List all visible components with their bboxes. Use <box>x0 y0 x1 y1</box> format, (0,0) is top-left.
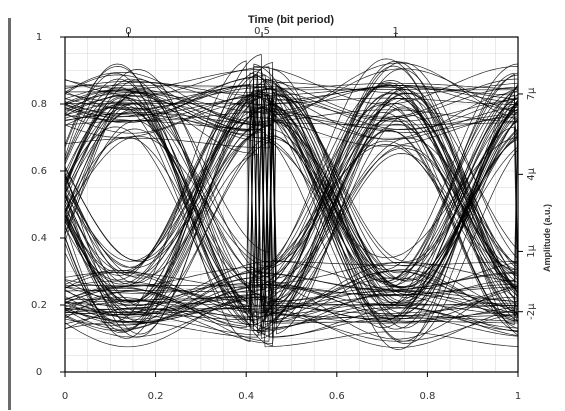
eye-trace <box>64 271 519 348</box>
eye-trace <box>64 84 518 122</box>
eye-trace <box>64 92 519 294</box>
eye-trace <box>64 284 519 322</box>
y-tick-label: 0.8 <box>31 99 47 110</box>
right-axis-title: Amplitude (a.u.) <box>542 204 552 272</box>
eye-trace <box>64 94 519 334</box>
eye-trace <box>64 128 519 298</box>
right-axis-ticks: 7μ 4μ 1μ -2μ <box>518 87 537 320</box>
eye-trace <box>64 293 519 348</box>
x-axis-ticks: 0 0.2 0.4 0.6 0.8 1 <box>62 372 521 402</box>
x-tick-label: 0.8 <box>419 391 435 402</box>
eye-trace <box>64 89 518 306</box>
eye-trace <box>64 78 519 350</box>
eye-trace <box>64 75 519 314</box>
eye-trace <box>64 89 519 282</box>
eye-trace <box>64 69 519 90</box>
eye-trace <box>64 106 519 266</box>
eye-trace <box>64 104 519 303</box>
eye-trace <box>64 102 519 259</box>
eye-trace <box>64 58 519 276</box>
x-tick-label: 0 <box>62 391 68 402</box>
eye-trace <box>64 82 519 110</box>
y-tick-label: 0.6 <box>31 166 47 177</box>
eye-trace <box>64 93 519 262</box>
top-axis-title: Time (bit period) <box>248 14 334 26</box>
top-tick-label: 0 <box>125 26 131 37</box>
y-tick-label: 1 <box>36 32 42 43</box>
x-tick-label: 0.4 <box>238 391 254 402</box>
eye-trace <box>64 61 519 269</box>
y-tick-label: 0.2 <box>31 300 47 311</box>
eye-trace <box>64 88 519 277</box>
eye-trace <box>64 54 519 323</box>
eye-trace <box>64 92 519 288</box>
eye-trace <box>64 77 518 126</box>
eye-trace <box>64 95 519 307</box>
eye-trace <box>64 97 519 340</box>
left-edge-bar <box>8 18 11 410</box>
eye-trace <box>64 60 519 322</box>
eye-trace <box>64 84 519 280</box>
y-axis-ticks: 0 0.2 0.4 0.6 0.8 1 <box>31 32 65 378</box>
right-tick-label: 7μ <box>526 87 537 100</box>
eye-trace <box>65 102 519 321</box>
top-tick-label: 1 <box>393 26 399 37</box>
eye-trace <box>64 94 519 291</box>
eye-trace <box>64 112 519 133</box>
eye-trace <box>64 98 519 332</box>
eye-trace <box>64 85 519 127</box>
eye-trace <box>64 266 519 320</box>
eye-trace <box>64 86 519 338</box>
eye-trace <box>64 69 519 268</box>
y-tick-label: 0.4 <box>31 233 47 244</box>
y-tick-label: 0 <box>36 367 42 378</box>
eye-trace <box>64 270 519 338</box>
plot-area-border <box>64 36 519 373</box>
eye-trace <box>64 68 519 329</box>
eye-trace <box>64 89 519 320</box>
eye-trace <box>64 89 518 131</box>
eye-trace <box>64 86 519 303</box>
eye-trace <box>64 277 519 310</box>
eye-trace <box>64 295 518 314</box>
eye-trace <box>64 285 519 331</box>
eye-trace <box>64 97 518 326</box>
x-tick-label: 1 <box>515 391 521 402</box>
eye-trace <box>64 144 519 312</box>
right-tick-label: -2μ <box>526 303 537 320</box>
eye-trace <box>64 121 519 342</box>
eye-trace <box>64 78 519 315</box>
eye-trace <box>64 113 519 131</box>
eye-trace <box>64 262 519 314</box>
eye-trace <box>64 299 519 322</box>
top-axis-ticks: 0 0.5 1 <box>125 26 399 37</box>
eye-trace <box>64 91 519 302</box>
eye-traces <box>64 54 519 350</box>
eye-trace <box>64 66 519 131</box>
eye-trace <box>64 293 518 319</box>
top-tick-label: 0.5 <box>254 26 270 37</box>
eye-trace <box>64 126 519 328</box>
x-tick-label: 0.2 <box>148 391 164 402</box>
eye-trace <box>64 93 519 326</box>
eye-trace <box>64 95 519 304</box>
eye-trace <box>64 103 519 318</box>
eye-trace <box>64 98 519 332</box>
x-tick-label: 0.6 <box>329 391 345 402</box>
eye-trace <box>64 63 519 342</box>
eye-trace <box>64 101 519 326</box>
eye-trace <box>64 71 519 284</box>
right-tick-label: 1μ <box>526 244 537 257</box>
eye-trace <box>64 87 519 284</box>
right-tick-label: 4μ <box>526 167 537 180</box>
